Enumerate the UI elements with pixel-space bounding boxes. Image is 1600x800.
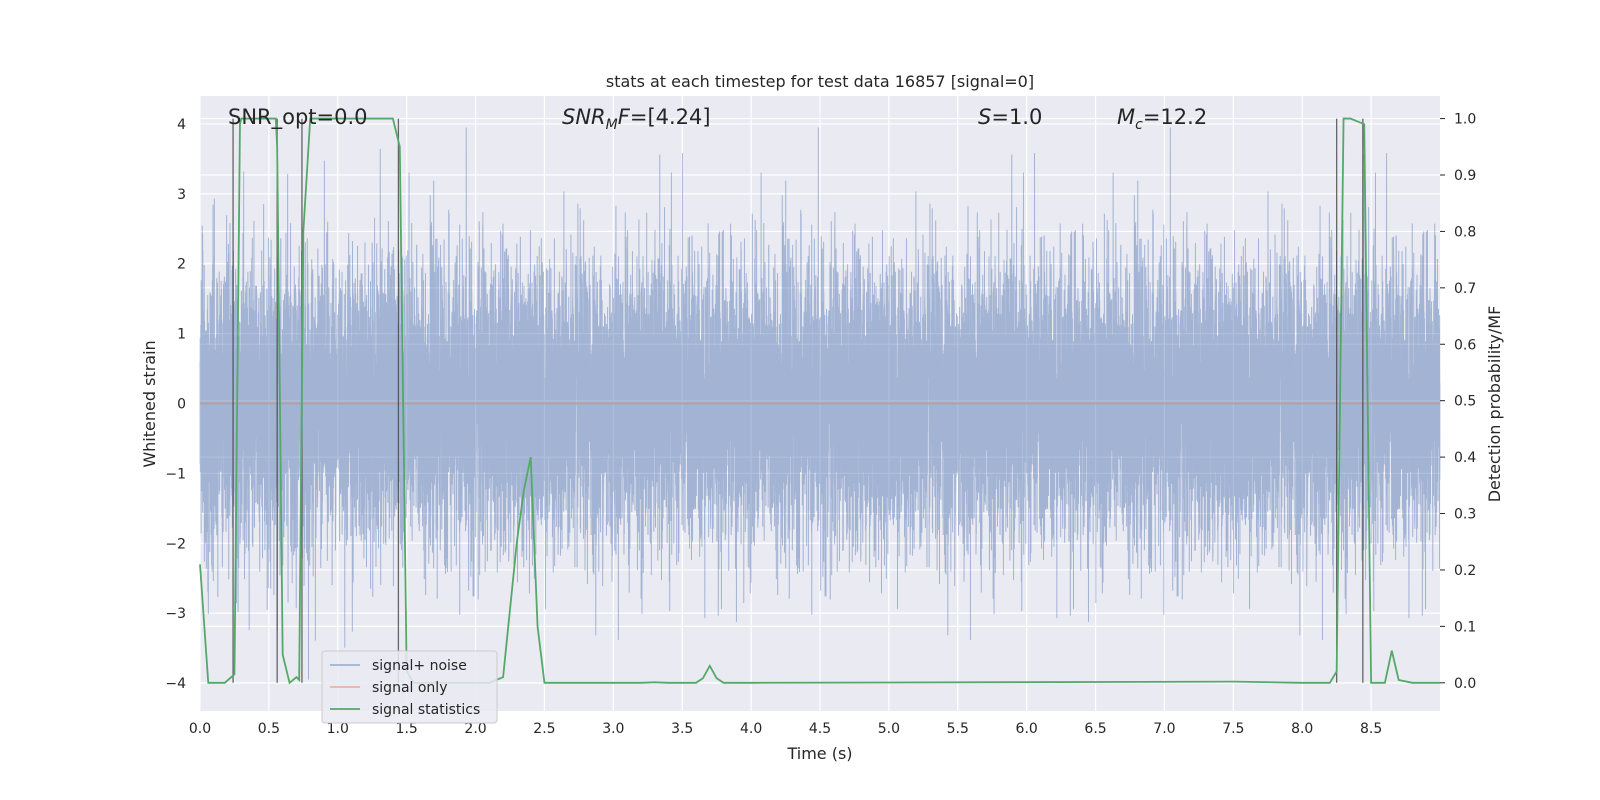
vertical-markers: [232, 118, 1364, 683]
y-right-tick-label-10: 1.0: [1454, 112, 1476, 128]
x-tick-label-8: 4.0: [740, 721, 762, 737]
y-right-tick-label-1: 0.1: [1454, 619, 1476, 635]
legend-box: [321, 650, 498, 724]
legend: signal+ noise signal only signal statist…: [321, 650, 498, 724]
x-tick-label-6: 3.0: [602, 721, 624, 737]
series-signal-plus-noise: [199, 127, 1441, 680]
y-left-tick-label-1: −3: [165, 606, 186, 622]
y-left-tick-label-6: 2: [177, 257, 186, 273]
y-left-tick-label-4: 0: [177, 397, 186, 413]
y-right-tick-label-6: 0.6: [1454, 337, 1476, 353]
chart-title: stats at each timestep for test data 168…: [606, 72, 1034, 91]
y-right-tick-labels: 0.0 0.1 0.2 0.3 0.4 0.5 0.6 0.7 0.8 0.9 1.0: [1440, 112, 1476, 692]
x-tick-label-4: 2.0: [464, 721, 486, 737]
y-right-tick-label-8: 0.8: [1454, 224, 1476, 240]
y-right-tick-label-2: 0.2: [1454, 563, 1476, 579]
x-tick-label-0: 0.0: [189, 721, 211, 737]
signal-statistics-line: [199, 117, 1440, 685]
x-tick-label-9: 4.5: [809, 721, 831, 737]
y-axis-label-right: Detection probability/MF: [1485, 306, 1504, 503]
y-left-tick-labels: −4 −3 −2 −1 0 1 2 3 4: [165, 117, 186, 692]
y-right-tick-label-5: 0.5: [1454, 394, 1476, 410]
y-right-tick-label-0: 0.0: [1454, 676, 1476, 692]
y-left-tick-label-5: 1: [177, 327, 186, 343]
y-left-tick-label-0: −4: [165, 676, 186, 692]
x-tick-label-16: 8.0: [1291, 721, 1313, 737]
y-right-tick-label-3: 0.3: [1454, 507, 1476, 523]
y-left-tick-label-3: −1: [165, 466, 186, 482]
legend-label-signal-only: signal only: [372, 680, 447, 696]
annotation-snr-mf: SNRMF=[4.24]: [562, 105, 711, 133]
x-axis-label: Time (s): [786, 744, 852, 763]
x-tick-label-14: 7.0: [1153, 721, 1175, 737]
x-tick-label-12: 6.0: [1016, 721, 1038, 737]
y-right-tick-label-9: 0.9: [1454, 168, 1476, 184]
annotation-s: S=1.0: [978, 105, 1042, 129]
x-tick-label-17: 8.5: [1360, 721, 1382, 737]
annotation-mc: Mc=12.2: [1117, 105, 1207, 133]
y-left-tick-label-7: 3: [177, 187, 186, 203]
x-tick-label-7: 3.5: [671, 721, 693, 737]
x-tick-label-1: 0.5: [258, 721, 280, 737]
x-tick-label-13: 6.5: [1084, 721, 1106, 737]
y-right-tick-label-4: 0.4: [1454, 450, 1476, 466]
y-left-tick-label-8: 4: [177, 117, 186, 133]
x-tick-label-5: 2.5: [533, 721, 555, 737]
noise-line: [199, 127, 1441, 680]
x-tick-label-11: 5.5: [947, 721, 969, 737]
x-tick-labels: 0.0 0.5 1.0 1.5 2.0 2.5 3.0 3.5 4.0 4.5 5.0 5.5 6.0 6…: [189, 721, 1382, 737]
y-left-tick-label-2: −2: [165, 536, 186, 552]
x-tick-label-15: 7.5: [1222, 721, 1244, 737]
legend-label-signal-plus-noise: signal+ noise: [372, 658, 467, 674]
legend-label-signal-statistics: signal statistics: [372, 702, 480, 718]
y-axis-label-left: Whitened strain: [140, 340, 159, 467]
y-right-tick-label-7: 0.7: [1454, 281, 1476, 297]
annotation-snr-opt: SNR_opt=0.0: [228, 105, 368, 130]
series-signal-statistics: [199, 117, 1440, 685]
x-tick-label-2: 1.0: [327, 721, 349, 737]
x-tick-label-10: 5.0: [878, 721, 900, 737]
x-tick-label-3: 1.5: [396, 721, 418, 737]
